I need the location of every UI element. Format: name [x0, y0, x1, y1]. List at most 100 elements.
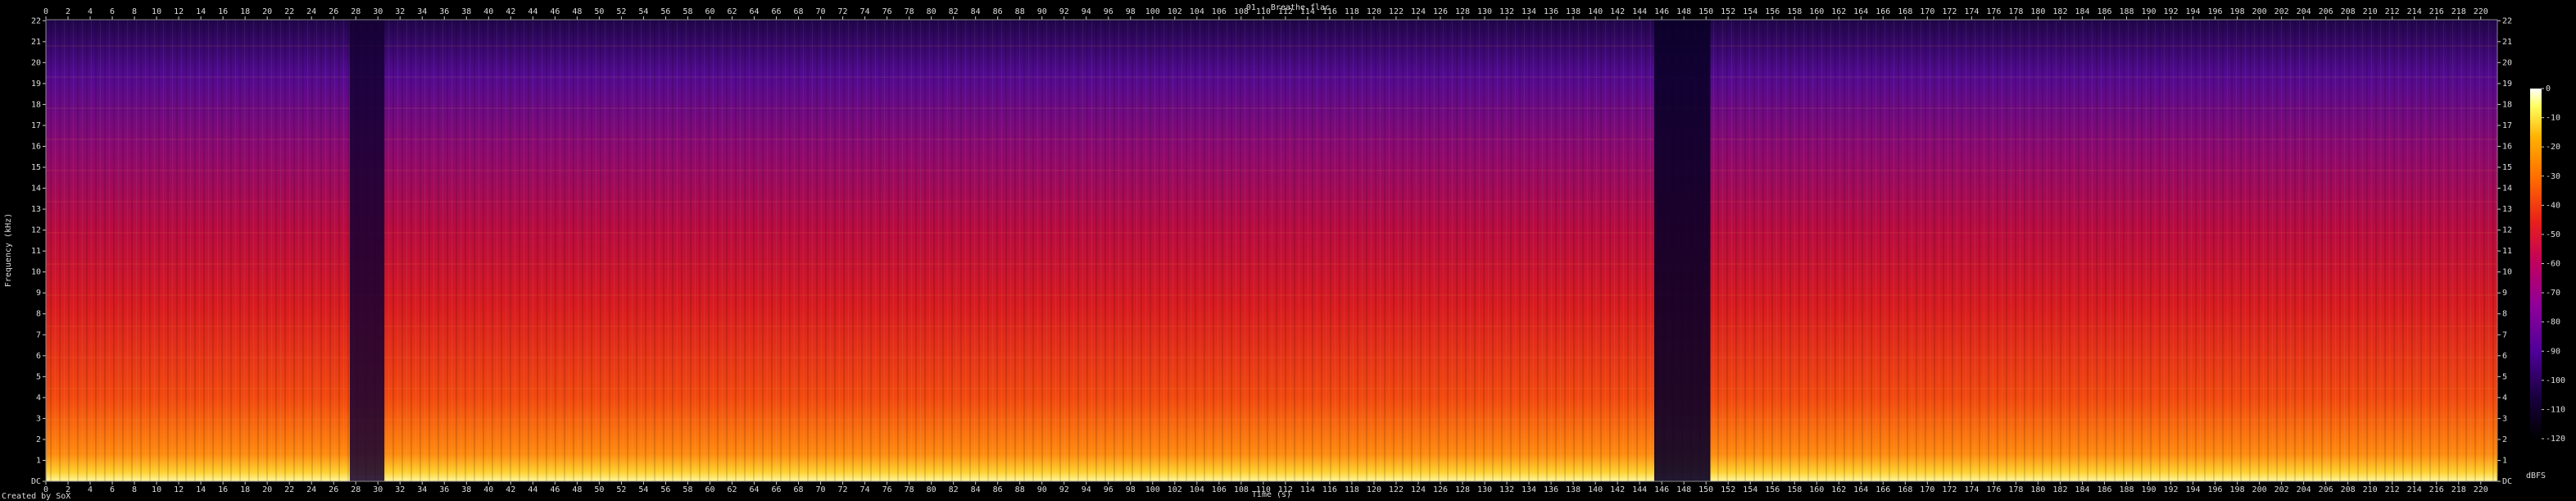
- x-tick-label-top: 214: [2407, 7, 2422, 16]
- x-tick-label: 214: [2407, 485, 2422, 494]
- y-tick-label-right: 21: [2502, 38, 2512, 47]
- y-tick-label: 9: [36, 289, 41, 298]
- x-tick-label-top: 98: [1126, 7, 1136, 16]
- x-tick-label-top: 80: [927, 7, 937, 16]
- x-tick-label-top: 174: [1964, 7, 1979, 16]
- x-tick-label: 120: [1367, 485, 1381, 494]
- x-tick-label-top: 100: [1145, 7, 1160, 16]
- x-tick-label: 140: [1588, 485, 1603, 494]
- x-tick-label-top: 34: [417, 7, 427, 16]
- x-tick-label: 70: [816, 485, 826, 494]
- colorbar-tick-label: -100: [2546, 376, 2565, 385]
- x-tick-label-top: 110: [1256, 7, 1271, 16]
- x-tick-label: 118: [1345, 485, 1359, 494]
- x-tick-label-top: 84: [971, 7, 981, 16]
- x-tick-label: 94: [1082, 485, 1091, 494]
- y-tick-label-right: 4: [2502, 394, 2507, 403]
- x-tick-label-top: 176: [1986, 7, 2001, 16]
- x-tick-label: 4: [88, 485, 93, 494]
- x-tick-label-top: 192: [2163, 7, 2178, 16]
- x-tick-label-top: 16: [218, 7, 228, 16]
- x-tick-label: 168: [1898, 485, 1912, 494]
- x-tick-label-top: 52: [616, 7, 626, 16]
- x-tick-label-top: 42: [506, 7, 515, 16]
- x-tick-label-top: 108: [1234, 7, 1249, 16]
- y-tick-label-right: 22: [2502, 16, 2512, 25]
- x-tick-label-top: 138: [1566, 7, 1581, 16]
- x-tick-label-top: 162: [1831, 7, 1846, 16]
- x-tick-label: 66: [771, 485, 781, 494]
- x-tick-label-top: 88: [1015, 7, 1025, 16]
- x-tick-label: 176: [1986, 485, 2001, 494]
- x-tick-label: 148: [1676, 485, 1691, 494]
- y-tick-label-right: 16: [2502, 142, 2512, 151]
- x-tick-label-top: 180: [2030, 7, 2045, 16]
- x-tick-label: 212: [2385, 485, 2400, 494]
- colorbar-tick-label: -50: [2546, 230, 2560, 239]
- x-tick-label-top: 58: [683, 7, 692, 16]
- x-axis-label: Time (s): [1252, 490, 1291, 499]
- x-tick-label: 42: [506, 485, 515, 494]
- x-tick-label: 188: [2119, 485, 2134, 494]
- x-tick-label-top: 168: [1898, 7, 1912, 16]
- x-tick-label: 58: [683, 485, 692, 494]
- x-tick-label: 124: [1411, 485, 1426, 494]
- x-tick-label: 152: [1721, 485, 1735, 494]
- x-tick-label: 92: [1059, 485, 1069, 494]
- y-tick-label-right: 1: [2502, 456, 2507, 465]
- x-tick-label-top: 134: [1522, 7, 1536, 16]
- x-tick-label-top: 128: [1455, 7, 1470, 16]
- x-tick-label: 220: [2474, 485, 2488, 494]
- x-tick-label-top: 76: [882, 7, 892, 16]
- x-tick-label: 32: [395, 485, 405, 494]
- y-tick-label: 19: [31, 80, 41, 89]
- y-tick-label: 14: [31, 184, 41, 194]
- x-tick-label: 72: [838, 485, 848, 494]
- x-tick-label-top: 24: [306, 7, 316, 16]
- y-tick-label-right: DC: [2502, 477, 2512, 486]
- x-tick-label: 106: [1212, 485, 1227, 494]
- x-tick-label: 98: [1126, 485, 1136, 494]
- y-tick-label-right: 12: [2502, 226, 2512, 235]
- colorbar-tick-label: 0: [2546, 84, 2551, 93]
- x-tick-label-top: 150: [1698, 7, 1713, 16]
- y-tick-label: 21: [31, 38, 41, 47]
- x-tick-label: 52: [616, 485, 626, 494]
- x-tick-label-top: 220: [2474, 7, 2488, 16]
- x-tick-label: 116: [1322, 485, 1337, 494]
- x-tick-label: 208: [2341, 485, 2356, 494]
- x-tick-label: 2: [66, 485, 70, 494]
- y-tick-label: 22: [31, 16, 41, 25]
- x-tick-label: 170: [1920, 485, 1934, 494]
- x-tick-label-top: 78: [905, 7, 914, 16]
- x-tick-label: 80: [927, 485, 937, 494]
- x-tick-label-top: 28: [351, 7, 361, 16]
- x-tick-label-top: 86: [993, 7, 1003, 16]
- x-tick-label-top: 112: [1278, 7, 1293, 16]
- x-tick-label-top: 50: [594, 7, 604, 16]
- x-tick-label: 128: [1455, 485, 1470, 494]
- x-tick-label-top: 20: [262, 7, 272, 16]
- x-tick-label: 204: [2297, 485, 2311, 494]
- y-tick-label-right: 6: [2502, 352, 2507, 361]
- y-tick-label: 1: [36, 456, 41, 465]
- colorbar-tick-label: -120: [2546, 435, 2565, 444]
- x-tick-label: 102: [1168, 485, 1182, 494]
- x-tick-label-top: 218: [2451, 7, 2466, 16]
- x-tick-label-top: 14: [196, 7, 206, 16]
- y-tick-label: 12: [31, 226, 41, 235]
- colorbar-tick-label: -60: [2546, 260, 2560, 269]
- x-tick-label-top: 204: [2297, 7, 2311, 16]
- y-tick-label: 15: [31, 163, 41, 172]
- x-tick-label: 86: [993, 485, 1003, 494]
- x-tick-label: 202: [2274, 485, 2289, 494]
- x-tick-label: 20: [262, 485, 272, 494]
- colorbar-tick-label: -20: [2546, 143, 2560, 152]
- x-tick-label-top: 206: [2319, 7, 2333, 16]
- x-tick-label: 76: [882, 485, 892, 494]
- x-tick-label-top: 36: [439, 7, 449, 16]
- x-tick-label-top: 62: [727, 7, 737, 16]
- y-tick-label: 5: [36, 372, 41, 381]
- y-tick-label: 17: [31, 121, 41, 130]
- x-tick-label: 112: [1278, 485, 1293, 494]
